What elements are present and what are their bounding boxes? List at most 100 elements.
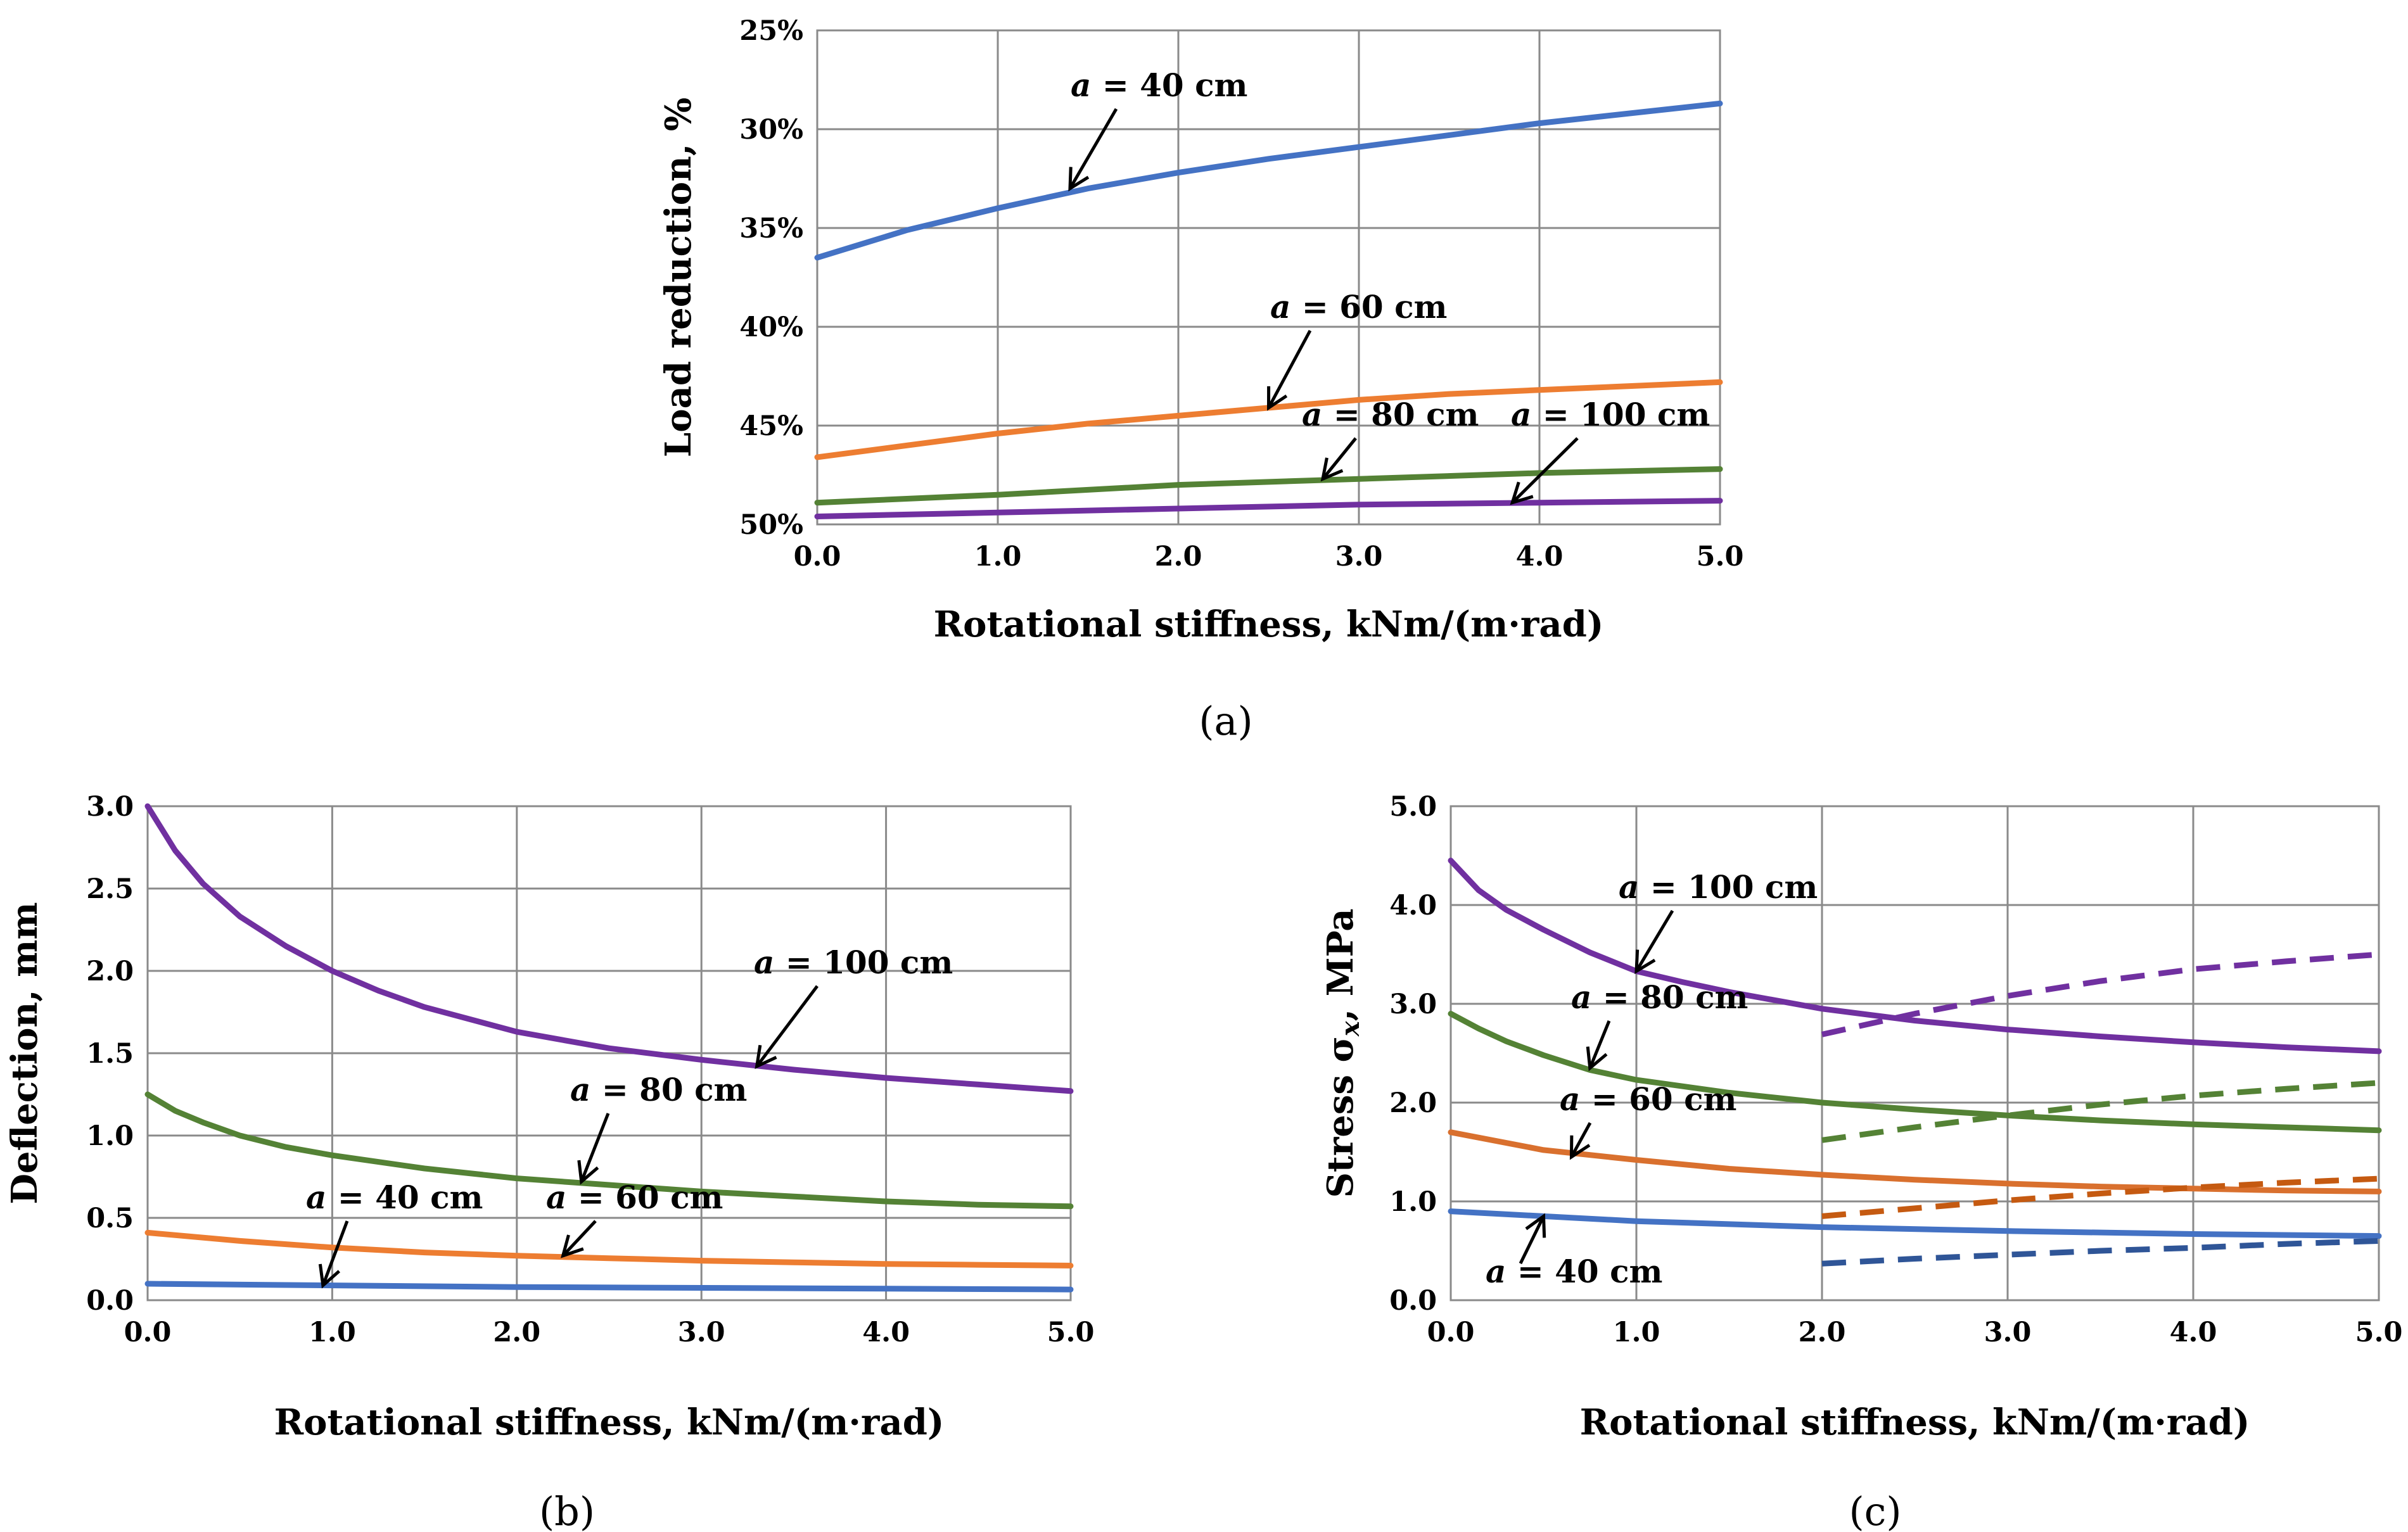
x-tick-label: 0.0 bbox=[1427, 1317, 1475, 1348]
y-tick-label: 2.0 bbox=[86, 956, 134, 987]
arrowhead bbox=[755, 1044, 777, 1070]
x-axis-title: Rotational stiffness, kNm/(m·rad) bbox=[274, 1402, 945, 1443]
x-tick-label: 5.0 bbox=[1697, 541, 1744, 573]
series-line bbox=[1448, 1208, 2382, 1239]
y-tick-label: 3.0 bbox=[86, 791, 134, 823]
x-tick-label: 1.0 bbox=[1613, 1317, 1660, 1348]
y-tick-label: 3.0 bbox=[1389, 989, 1437, 1020]
x-tick-label: 0.0 bbox=[124, 1317, 172, 1348]
panel-a: 0.0 1.0 2.0 3.0 4.0 5.0 25% 30% 35% 40% 45% 50% a = … bbox=[658, 15, 1743, 744]
plot-area bbox=[146, 805, 1072, 1301]
annotation-arrow bbox=[580, 1113, 610, 1182]
annotation-arrow bbox=[1322, 437, 1357, 480]
x-tick-label: 2.0 bbox=[493, 1317, 540, 1348]
y-tick-label: 5.0 bbox=[1389, 791, 1437, 823]
series-line bbox=[1448, 858, 2382, 1054]
series-line bbox=[144, 803, 1074, 1094]
x-tick-label: 1.0 bbox=[309, 1317, 356, 1348]
x-tick-label: 1.0 bbox=[974, 541, 1022, 573]
panel-caption: (a) bbox=[1199, 698, 1252, 744]
x-tick-label: 4.0 bbox=[2170, 1317, 2217, 1348]
series-line bbox=[814, 466, 1723, 506]
arrowhead bbox=[1586, 1046, 1608, 1072]
y-axis-title: Stress σx, MPa bbox=[1320, 908, 1365, 1198]
annotation-arrow bbox=[1634, 909, 1674, 972]
annotation-arrow bbox=[755, 985, 819, 1068]
x-tick-label: 3.0 bbox=[1984, 1317, 2032, 1348]
series-annotation: a = 60 cm bbox=[1560, 1080, 1736, 1118]
annotation-arrow bbox=[1267, 329, 1312, 409]
arrowhead bbox=[1510, 481, 1534, 505]
x-axis-title: Rotational stiffness, kNm/(m·rad) bbox=[934, 604, 1604, 645]
series-line bbox=[814, 498, 1723, 519]
y-tick-label: 0.0 bbox=[86, 1285, 134, 1317]
arrowhead bbox=[1525, 1213, 1546, 1238]
y-tick-label: 0.5 bbox=[86, 1203, 134, 1234]
arrowhead bbox=[1634, 949, 1656, 975]
y-tick-label: 35% bbox=[739, 213, 803, 244]
series-annotation: a = 60 cm bbox=[1270, 288, 1447, 326]
arrowhead bbox=[1569, 1135, 1591, 1160]
series-line bbox=[814, 100, 1723, 261]
series-line bbox=[1821, 951, 2379, 1037]
series-annotation: a = 100 cm bbox=[1619, 868, 1818, 906]
arrowhead bbox=[1320, 457, 1344, 482]
y-tick-label: 25% bbox=[739, 15, 803, 47]
arrowhead bbox=[1266, 386, 1288, 411]
y-tick-label: 1.0 bbox=[1389, 1186, 1437, 1218]
series-line bbox=[1448, 1129, 2382, 1194]
y-tick-label: 1.5 bbox=[86, 1038, 134, 1070]
series-line bbox=[1821, 1175, 2379, 1219]
panel-b: 0.0 1.0 2.0 3.0 4.0 5.0 0.0 0.5 1.0 1.5 2.0 2.5 3.0 a… bbox=[4, 791, 1094, 1532]
series-line bbox=[1448, 1011, 2382, 1134]
x-tick-label: 5.0 bbox=[1047, 1317, 1095, 1348]
annotation-arrow bbox=[1588, 1020, 1611, 1069]
series-annotation: a = 80 cm bbox=[1302, 396, 1479, 433]
series-line bbox=[144, 1091, 1074, 1210]
y-tick-label: 4.0 bbox=[1389, 890, 1437, 921]
x-tick-label: 3.0 bbox=[1335, 541, 1383, 573]
y-tick-label: 2.0 bbox=[1389, 1087, 1437, 1119]
y-tick-label: 30% bbox=[739, 114, 803, 146]
y-tick-label: 40% bbox=[739, 312, 803, 343]
y-tick-label: 1.0 bbox=[86, 1120, 134, 1152]
series-annotation: a = 60 cm bbox=[546, 1179, 723, 1216]
series-line bbox=[1821, 1238, 2379, 1267]
panel-caption: (c) bbox=[1849, 1488, 1901, 1532]
arrowhead bbox=[561, 1234, 584, 1258]
annotation-arrow bbox=[321, 1220, 349, 1286]
series-annotation: a = 40 cm bbox=[1071, 66, 1247, 104]
annotation-arrow bbox=[1068, 108, 1118, 189]
series-annotation: a = 100 cm bbox=[1511, 396, 1710, 433]
x-tick-label: 5.0 bbox=[2355, 1317, 2403, 1348]
x-tick-label: 4.0 bbox=[1516, 541, 1564, 573]
series-annotation: a = 40 cm bbox=[1486, 1253, 1662, 1290]
series-line bbox=[1821, 1080, 2379, 1143]
series-annotation: a = 80 cm bbox=[570, 1071, 747, 1108]
x-tick-label: 2.0 bbox=[1155, 541, 1202, 573]
annotation-arrow bbox=[1519, 1215, 1545, 1265]
x-axis-title: Rotational stiffness, kNm/(m·rad) bbox=[1580, 1402, 2250, 1443]
series-line bbox=[144, 1281, 1074, 1293]
x-tick-label: 3.0 bbox=[678, 1317, 725, 1348]
series-line bbox=[144, 1229, 1074, 1269]
series-annotation: a = 40 cm bbox=[306, 1179, 483, 1216]
y-tick-label: 2.5 bbox=[86, 873, 134, 905]
series-annotation: a = 80 cm bbox=[1571, 978, 1748, 1016]
y-axis-title: Deflection, mm bbox=[4, 902, 46, 1204]
panel-caption: (b) bbox=[539, 1488, 595, 1532]
annotation-arrow bbox=[561, 1220, 597, 1257]
x-tick-label: 4.0 bbox=[862, 1317, 910, 1348]
annotation-arrow bbox=[1511, 437, 1579, 504]
x-tick-label: 2.0 bbox=[1799, 1317, 1846, 1348]
y-tick-label: 0.0 bbox=[1389, 1285, 1437, 1317]
series-annotation: a = 100 cm bbox=[754, 944, 953, 981]
plot-area bbox=[816, 29, 1721, 526]
arrowhead bbox=[577, 1160, 599, 1185]
y-tick-label: 45% bbox=[739, 410, 803, 442]
annotation-arrow bbox=[1570, 1122, 1592, 1158]
arrowhead bbox=[1068, 167, 1090, 192]
y-tick-label: 50% bbox=[739, 509, 803, 541]
panel-c: 0.0 1.0 2.0 3.0 4.0 5.0 0.0 1.0 2.0 3.0 4.0 5.0 a = … bbox=[1320, 791, 2402, 1532]
